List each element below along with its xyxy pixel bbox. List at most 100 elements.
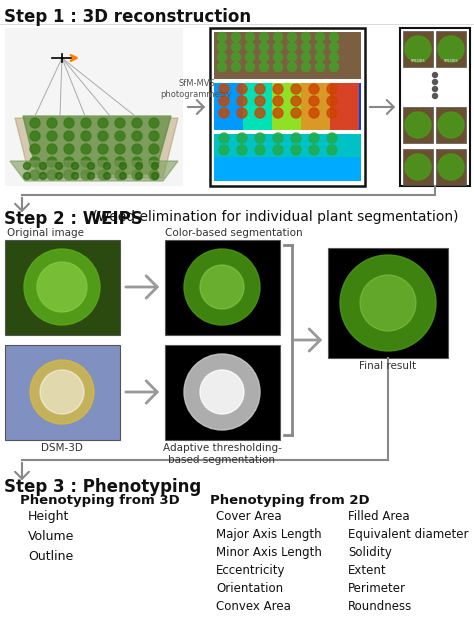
Circle shape: [246, 53, 255, 61]
Polygon shape: [23, 116, 171, 174]
Circle shape: [30, 131, 40, 141]
Circle shape: [132, 144, 142, 154]
Circle shape: [149, 131, 159, 141]
Bar: [214, 134, 361, 157]
Text: Phenotyping from 3D: Phenotyping from 3D: [20, 494, 180, 507]
Circle shape: [98, 170, 108, 180]
Circle shape: [432, 79, 438, 84]
Circle shape: [316, 42, 325, 51]
Bar: [403, 31, 433, 67]
Circle shape: [64, 131, 74, 141]
Circle shape: [340, 255, 436, 351]
Circle shape: [259, 53, 268, 61]
Circle shape: [119, 162, 127, 169]
Text: SfM-MVS
photogrammetry: SfM-MVS photogrammetry: [161, 79, 232, 99]
Circle shape: [149, 118, 159, 128]
Circle shape: [237, 145, 247, 155]
Circle shape: [115, 118, 125, 128]
Circle shape: [152, 162, 158, 169]
Circle shape: [438, 154, 464, 180]
Circle shape: [329, 53, 338, 61]
Circle shape: [55, 162, 63, 169]
Circle shape: [237, 96, 247, 106]
Circle shape: [231, 53, 240, 61]
Circle shape: [218, 32, 227, 41]
Circle shape: [327, 108, 337, 118]
Circle shape: [184, 354, 260, 430]
Circle shape: [329, 32, 338, 41]
Bar: [5, 345, 120, 440]
Circle shape: [81, 157, 91, 167]
Circle shape: [219, 108, 229, 118]
Circle shape: [55, 172, 63, 179]
Circle shape: [438, 112, 464, 138]
Text: Perimeter: Perimeter: [348, 582, 406, 595]
Circle shape: [219, 96, 229, 106]
Circle shape: [273, 42, 283, 51]
Bar: [400, 28, 470, 186]
Circle shape: [360, 275, 416, 331]
Bar: [214, 83, 243, 130]
Circle shape: [237, 108, 247, 118]
Circle shape: [24, 249, 100, 325]
Circle shape: [291, 133, 301, 143]
Text: Outline: Outline: [28, 550, 73, 563]
Text: (weed elimination for individual plant segmentation): (weed elimination for individual plant s…: [88, 210, 458, 224]
Text: Step 1 : 3D reconstruction: Step 1 : 3D reconstruction: [4, 8, 251, 26]
Text: Convex Area: Convex Area: [216, 600, 291, 613]
Circle shape: [30, 118, 40, 128]
Circle shape: [40, 370, 84, 414]
Circle shape: [219, 84, 229, 94]
Bar: [5, 240, 120, 335]
Circle shape: [231, 42, 240, 51]
Circle shape: [329, 63, 338, 72]
Circle shape: [432, 72, 438, 77]
Circle shape: [219, 133, 229, 143]
Text: Orientation: Orientation: [216, 582, 283, 595]
Bar: [210, 28, 365, 186]
Circle shape: [47, 157, 57, 167]
Circle shape: [291, 145, 301, 155]
Circle shape: [327, 96, 337, 106]
Polygon shape: [10, 161, 178, 181]
Bar: [301, 83, 330, 130]
Bar: [5, 28, 183, 186]
Circle shape: [39, 162, 46, 169]
Text: Filled Area: Filled Area: [348, 510, 410, 523]
Circle shape: [301, 42, 310, 51]
Circle shape: [72, 172, 79, 179]
Circle shape: [259, 42, 268, 51]
Circle shape: [246, 63, 255, 72]
Bar: [436, 149, 466, 185]
Circle shape: [152, 172, 158, 179]
Circle shape: [327, 145, 337, 155]
Circle shape: [309, 133, 319, 143]
Text: Adaptive thresholding-
based segmentation: Adaptive thresholding- based segmentatio…: [163, 443, 282, 465]
Circle shape: [81, 131, 91, 141]
Circle shape: [30, 360, 94, 424]
Circle shape: [98, 118, 108, 128]
Circle shape: [405, 112, 431, 138]
Text: Phenotyping from 2D: Phenotyping from 2D: [210, 494, 370, 507]
Circle shape: [24, 162, 30, 169]
Circle shape: [218, 53, 227, 61]
Circle shape: [309, 96, 319, 106]
Circle shape: [259, 32, 268, 41]
Circle shape: [200, 265, 244, 309]
Text: Eccentricity: Eccentricity: [216, 564, 285, 577]
Circle shape: [273, 53, 283, 61]
Circle shape: [309, 84, 319, 94]
Circle shape: [64, 144, 74, 154]
Text: Volume: Volume: [28, 530, 74, 543]
Text: DSM-3D: DSM-3D: [41, 443, 83, 453]
Circle shape: [316, 32, 325, 41]
Text: Solidity: Solidity: [348, 546, 392, 559]
Circle shape: [30, 157, 40, 167]
Text: Color-based segmentation: Color-based segmentation: [165, 228, 302, 238]
Circle shape: [30, 144, 40, 154]
Bar: [403, 107, 433, 143]
Circle shape: [273, 133, 283, 143]
Circle shape: [301, 32, 310, 41]
Circle shape: [301, 53, 310, 61]
Circle shape: [273, 32, 283, 41]
